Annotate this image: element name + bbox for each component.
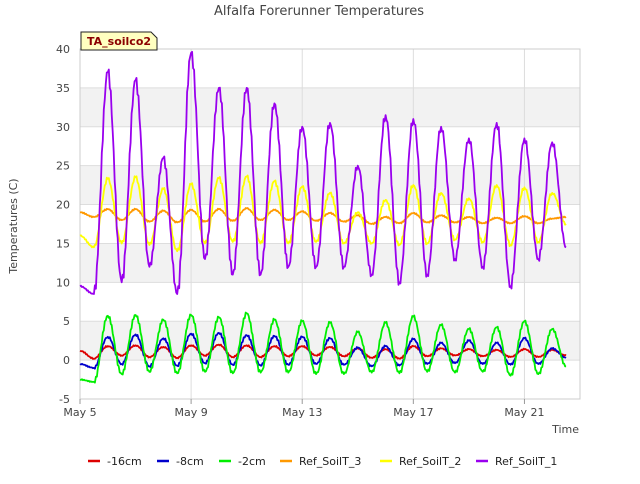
grid-band (80, 126, 580, 166)
legend-label: Ref_SoilT_1 (495, 455, 557, 468)
grid-band (80, 49, 580, 88)
grid-band (80, 282, 580, 322)
y-tick-label: 10 (56, 276, 70, 289)
chart-title: Alfalfa Forerunner Temperatures (214, 4, 424, 19)
annotation-box: TA_soilco2 (80, 31, 158, 51)
y-tick-label: 25 (56, 160, 70, 173)
x-tick-label: May 17 (393, 406, 433, 419)
legend-label: Ref_SoilT_3 (299, 455, 361, 468)
y-axis-label: Temperatures (C) (7, 178, 20, 274)
y-tick-label: 20 (56, 199, 70, 212)
annotation-label: TA_soilco2 (87, 35, 151, 48)
y-tick-label: 30 (56, 121, 70, 134)
y-tick-label: -5 (59, 393, 70, 406)
grid-band (80, 87, 580, 127)
series-layer (79, 50, 567, 384)
plot-frame (79, 48, 581, 400)
grid-band (80, 243, 580, 283)
legend-label: -16cm (107, 455, 142, 468)
grid-band (80, 360, 580, 399)
y-tick-label: 40 (56, 43, 70, 56)
y-tick-label: 0 (63, 354, 70, 367)
y-ticks: -5 0 5 10 15 20 25 30 35 40 (56, 43, 70, 406)
series-line-ref-soilt-2 (79, 174, 567, 253)
legend: -16cm -8cm -2cm Ref_SoilT_3 Ref_SoilT_2 Ref_S… (88, 455, 557, 468)
x-tick-label: May 9 (174, 406, 207, 419)
legend-label: Ref_SoilT_2 (399, 455, 461, 468)
legend-label: -8cm (176, 455, 204, 468)
legend-label: -2cm (238, 455, 266, 468)
series-line-ref-soilt-1 (79, 50, 567, 295)
y-tick-label: 15 (56, 237, 70, 250)
x-axis-label: Time (551, 423, 579, 436)
x-tick-label: May 21 (504, 406, 544, 419)
series-line--2cm (79, 311, 567, 384)
y-tick-label: 5 (63, 315, 70, 328)
x-tick-label: May 13 (282, 406, 322, 419)
x-ticks: May 5 May 9 May 13 May 17 May 21 (63, 399, 545, 419)
grid-band (80, 165, 580, 205)
x-tick-label: May 5 (63, 406, 96, 419)
y-tick-label: 35 (56, 82, 70, 95)
annotation-box-shape (80, 31, 158, 51)
